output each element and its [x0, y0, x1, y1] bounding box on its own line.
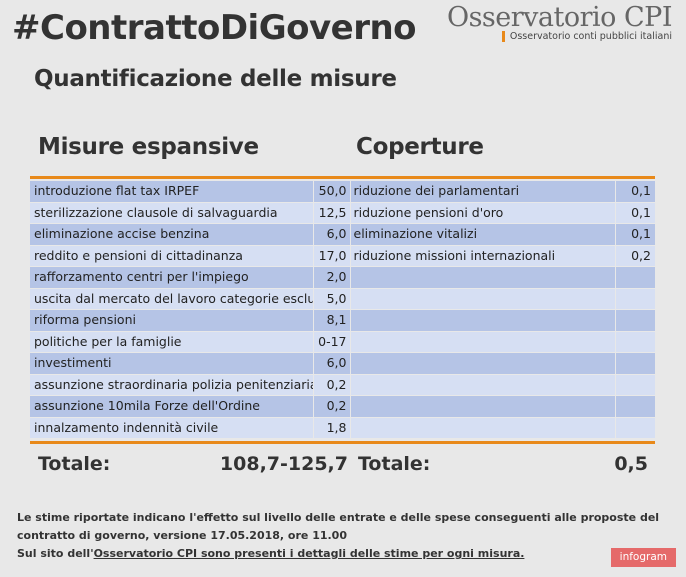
- brand-logo: Osservatorio CPI Osservatorio conti pubb…: [422, 2, 673, 42]
- measure-value-cell: 17,0: [313, 245, 350, 266]
- footnote-line-2: Sul sito dell'Osservatorio CPI sono pres…: [17, 545, 677, 563]
- coverage-name-cell: [350, 374, 616, 395]
- measure-value-cell: 50,0: [313, 181, 350, 202]
- measure-name-cell: riforma pensioni: [30, 310, 313, 331]
- measure-value-cell: 12,5: [313, 202, 350, 223]
- coverage-value-cell: [616, 374, 655, 395]
- footnote: Le stime riportate indicano l'effetto su…: [17, 509, 677, 563]
- column-header-coperture: Coperture: [356, 134, 484, 160]
- coverage-name-cell: [350, 396, 616, 417]
- infogram-badge[interactable]: infogram: [610, 548, 676, 567]
- coverage-value-cell: [616, 331, 655, 352]
- coverage-value-cell: 0,1: [616, 224, 655, 245]
- coverage-value-cell: 0,2: [616, 245, 655, 266]
- table-row: assunzione 10mila Forze dell'Ordine 0,2: [30, 396, 655, 418]
- coverage-name-cell: riduzione missioni internazionali: [350, 245, 616, 266]
- table-row: innalzamento indennità civile 1,8: [30, 417, 655, 440]
- coverage-name-cell: [350, 267, 616, 288]
- measure-value-cell: 1,8: [313, 417, 350, 438]
- measure-value-cell: 6,0: [313, 353, 350, 374]
- coverage-value-cell: [616, 267, 655, 288]
- table-row: investimenti 6,0: [30, 353, 655, 375]
- measure-name-cell: assunzione 10mila Forze dell'Ordine: [30, 396, 313, 417]
- divider-bottom: [30, 441, 655, 444]
- measure-name-cell: reddito e pensioni di cittadinanza: [30, 245, 313, 266]
- measure-value-cell: 0-17: [313, 331, 350, 352]
- measure-name-cell: eliminazione accise benzina: [30, 224, 313, 245]
- table-row: sterilizzazione clausole di salvaguardia…: [30, 202, 655, 225]
- coverage-value-cell: 0,1: [616, 202, 655, 223]
- total-value-right: 0,5: [614, 453, 648, 475]
- measure-name-cell: sterilizzazione clausole di salvaguardia: [30, 202, 313, 223]
- subtitle: Quantificazione delle misure: [34, 66, 397, 92]
- measure-name-cell: introduzione flat tax IRPEF: [30, 181, 313, 202]
- table-row: politiche per la famiglie 0-17: [30, 331, 655, 354]
- measure-name-cell: politiche per la famiglie: [30, 331, 313, 352]
- table-row: eliminazione accise benzina 6,0 eliminazio…: [30, 224, 655, 246]
- coverage-name-cell: [350, 288, 616, 309]
- coverage-value-cell: [616, 396, 655, 417]
- measure-value-cell: 2,0: [313, 267, 350, 288]
- measure-name-cell: investimenti: [30, 353, 313, 374]
- coverage-name-cell: [350, 331, 616, 352]
- coverage-name-cell: [350, 417, 616, 438]
- footnote-prefix: Sul sito dell': [17, 547, 94, 560]
- table-row: assunzione straordinaria polizia peniten…: [30, 374, 655, 397]
- page-title: #ContrattoDiGoverno: [12, 8, 417, 48]
- measure-name-cell: assunzione straordinaria polizia peniten…: [30, 374, 313, 395]
- brand-accent-bar: [501, 31, 505, 42]
- measure-value-cell: 0,2: [313, 374, 350, 395]
- total-label-right: Totale:: [358, 453, 431, 475]
- measure-name-cell: innalzamento indennità civile: [30, 417, 313, 438]
- total-value-left: 108,7-125,7: [219, 453, 348, 475]
- brand-subtitle-text: Osservatorio conti pubblici italiani: [509, 31, 672, 42]
- coverage-name-cell: riduzione dei parlamentari: [350, 181, 616, 202]
- coverage-value-cell: [616, 417, 655, 438]
- brand-name: Osservatorio CPI: [446, 2, 673, 33]
- measure-value-cell: 0,2: [313, 396, 350, 417]
- measure-value-cell: 8,1: [313, 310, 350, 331]
- coverage-name-cell: [350, 310, 616, 331]
- coverage-name-cell: [350, 353, 616, 374]
- coverage-value-cell: [616, 353, 655, 374]
- measure-name-cell: uscita dal mercato del lavoro categorie …: [30, 288, 313, 309]
- footnote-line-1: Le stime riportate indicano l'effetto su…: [17, 511, 660, 542]
- measures-table: introduzione flat tax IRPEF 50,0 riduzione…: [30, 181, 655, 439]
- measure-value-cell: 6,0: [313, 224, 350, 245]
- coverage-value-cell: [616, 288, 655, 309]
- table-row: riforma pensioni 8,1: [30, 310, 655, 332]
- table-row: uscita dal mercato del lavoro categorie …: [30, 288, 655, 311]
- table-row: introduzione flat tax IRPEF 50,0 riduzione…: [30, 181, 655, 203]
- column-header-misure: Misure espansive: [38, 134, 259, 160]
- divider-top: [30, 176, 655, 179]
- coverage-value-cell: [616, 310, 655, 331]
- observatory-link[interactable]: Osservatorio CPI sono presenti i dettagl…: [93, 547, 525, 560]
- coverage-value-cell: 0,1: [616, 181, 655, 202]
- brand-subtitle: Osservatorio conti pubblici italiani: [422, 31, 672, 42]
- measure-value-cell: 5,0: [313, 288, 350, 309]
- coverage-name-cell: riduzione pensioni d'oro: [350, 202, 616, 223]
- total-label-left: Totale:: [38, 453, 111, 475]
- measure-name-cell: rafforzamento centri per l'impiego: [30, 267, 313, 288]
- table-row: reddito e pensioni di cittadinanza 17,0 ri…: [30, 245, 655, 268]
- table-row: rafforzamento centri per l'impiego 2,0: [30, 267, 655, 289]
- coverage-name-cell: eliminazione vitalizi: [350, 224, 616, 245]
